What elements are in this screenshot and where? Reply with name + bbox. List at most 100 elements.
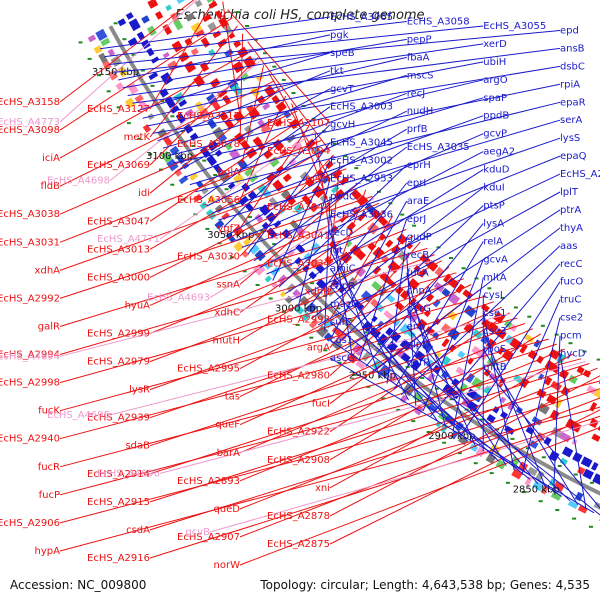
guide-dot xyxy=(489,472,494,475)
gene-connector xyxy=(149,343,557,475)
gene-label: ppdB xyxy=(483,111,509,122)
gene-label: ptrA xyxy=(560,205,581,216)
feature-block xyxy=(189,172,199,181)
gene-connector xyxy=(159,361,586,474)
feature-block xyxy=(134,94,144,103)
gene-connector xyxy=(149,363,590,503)
guide-dot xyxy=(554,333,559,336)
feature-block xyxy=(303,252,313,262)
gene-label: EcHS_A3045 xyxy=(330,138,393,149)
guide-dot xyxy=(473,462,478,465)
gene-label: EcHS_A3158 xyxy=(0,97,60,108)
feature-block xyxy=(271,281,279,289)
guide-dot xyxy=(205,227,210,230)
gene-connector xyxy=(99,16,331,50)
feature-block xyxy=(532,480,544,492)
feature-block xyxy=(378,233,387,241)
gene-connector xyxy=(239,367,598,510)
feature-block xyxy=(155,11,164,20)
feature-block xyxy=(441,338,450,348)
guide-dot xyxy=(337,361,342,364)
feature-block xyxy=(340,251,353,264)
feature-block xyxy=(252,136,262,146)
feature-block xyxy=(160,72,173,85)
feature-block xyxy=(115,82,124,91)
guide-dot xyxy=(106,90,111,93)
feature-block xyxy=(262,102,271,111)
topology-label: Topology: circular; Length: 4,643,538 bp… xyxy=(260,578,590,592)
feature-block xyxy=(473,393,483,403)
gene-label: pgk xyxy=(330,30,349,41)
gene-label: aas xyxy=(560,241,577,252)
gene-connector xyxy=(297,178,331,307)
feature-block xyxy=(146,47,155,57)
feature-block xyxy=(246,104,255,114)
feature-block xyxy=(593,501,600,510)
guide-dot xyxy=(113,22,118,25)
feature-block xyxy=(147,0,159,9)
position-label: 2900 kbp xyxy=(428,431,475,442)
feature-block xyxy=(146,25,157,37)
gene-label: EcHS_A2994 xyxy=(0,350,60,361)
feature-block xyxy=(469,443,479,453)
guide-dot xyxy=(213,174,218,176)
feature-block xyxy=(176,154,186,165)
feature-block xyxy=(268,196,280,208)
feature-block xyxy=(540,484,549,495)
gene-connector xyxy=(247,142,331,255)
feature-block xyxy=(193,193,203,203)
gene-label: EcHS_A2940 xyxy=(0,434,60,445)
guide-dot xyxy=(140,69,145,72)
guide-dot xyxy=(487,287,492,290)
guide-dot xyxy=(202,159,207,162)
gene-connector xyxy=(59,49,254,159)
gene-connector xyxy=(149,388,600,531)
gene-connector xyxy=(122,38,407,89)
feature-block xyxy=(183,60,197,74)
gene-label: EcHS_A4773 xyxy=(0,117,60,128)
feature-block xyxy=(260,124,272,135)
feature-block xyxy=(175,112,187,124)
gene-label: speB xyxy=(330,48,355,59)
gene-label: iciA xyxy=(42,153,60,164)
gene-label: idi xyxy=(138,188,150,199)
gene-connector xyxy=(304,182,408,313)
guide-dot xyxy=(396,408,401,411)
feature-block xyxy=(543,376,553,386)
feature-block xyxy=(117,18,127,27)
gene-label: recC xyxy=(560,259,583,270)
gene-connector xyxy=(272,160,331,281)
feature-block xyxy=(233,40,242,48)
feature-block xyxy=(441,355,452,367)
feature-block xyxy=(173,19,184,31)
feature-block xyxy=(247,190,258,201)
gene-label: EcHS_A2893 xyxy=(177,476,240,487)
gene-label: EcHS_A3013 xyxy=(87,244,150,255)
feature-block xyxy=(138,100,149,112)
feature-block xyxy=(559,457,568,466)
gene-connector xyxy=(59,258,440,357)
gene-label: lplT xyxy=(560,187,579,198)
gene-label: fldB xyxy=(40,181,60,192)
position-label: 3100 kbp xyxy=(146,151,193,162)
gene-connector xyxy=(329,250,410,401)
gene-connector xyxy=(235,133,484,242)
gene-label: fucA xyxy=(407,268,429,279)
feature-block xyxy=(256,95,266,104)
guide-dot xyxy=(291,92,296,94)
gene-label: sufE xyxy=(330,317,351,328)
feature-block xyxy=(208,0,218,9)
gene-label: hycD xyxy=(560,349,586,360)
feature-block xyxy=(567,500,579,509)
gene-connector xyxy=(149,175,353,278)
feature-block xyxy=(414,350,426,362)
gene-connector xyxy=(278,164,408,288)
feature-block xyxy=(385,327,394,337)
gene-label: queD xyxy=(213,504,240,515)
gene-connector xyxy=(386,236,408,384)
feature-block xyxy=(175,0,185,4)
gene-connector xyxy=(422,259,484,412)
gene-label: EcHS_A3038 xyxy=(0,209,60,220)
feature-block xyxy=(271,95,281,105)
guide-dot xyxy=(268,297,273,300)
